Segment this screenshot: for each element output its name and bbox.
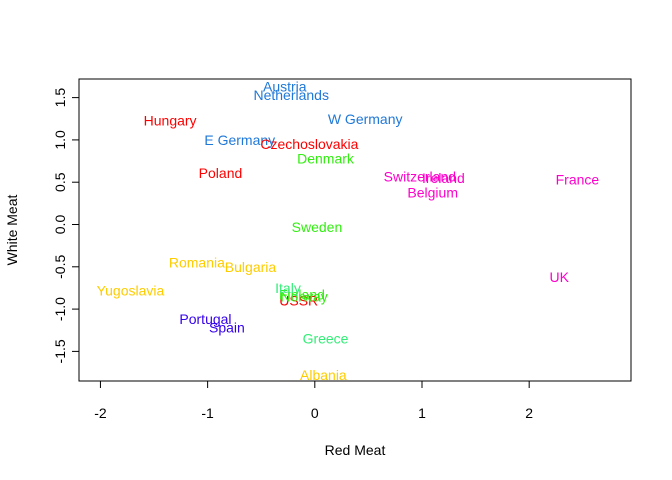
point-label-italy: Italy [275, 280, 301, 296]
point-label-switzerland: Switzerland [384, 168, 456, 184]
y-axis: -1.5 -1.0 -0.5 0.0 0.5 1.0 1.5 [52, 88, 80, 363]
point-label-czechoslovakia: Czechoslovakia [260, 136, 358, 152]
point-label-greece: Greece [303, 331, 349, 347]
point-label-romania: Romania [169, 255, 225, 271]
point-label-denmark: Denmark [297, 151, 355, 167]
point-label-austria: Austria [263, 79, 307, 95]
point-label-bulgaria: Bulgaria [225, 259, 277, 275]
x-tick-label: 1 [418, 405, 426, 421]
x-tick-label: -2 [94, 405, 107, 421]
point-label-yugoslavia: Yugoslavia [97, 282, 165, 298]
point-label-france: France [556, 172, 600, 188]
point-label-e-germany: E Germany [204, 132, 275, 148]
x-tick-label: -1 [201, 405, 214, 421]
point-label-netherlands: Netherlands [253, 87, 329, 103]
point-label-ussr: USSR [279, 293, 318, 309]
point-label-ireland: Ireland [422, 170, 465, 186]
point-label-hungary: Hungary [144, 112, 197, 128]
x-axis-label: Red Meat [325, 442, 386, 458]
y-tick-label: 0.0 [52, 215, 68, 235]
point-label-poland: Poland [199, 165, 243, 181]
x-tick-label: 2 [525, 405, 533, 421]
x-tick-label: 0 [311, 405, 319, 421]
y-tick-label: -0.5 [52, 255, 68, 279]
y-tick-label: 0.5 [52, 172, 68, 192]
point-label-norway: Norway [280, 288, 327, 304]
point-label-albania: Albania [300, 367, 347, 383]
point-label-finland: Finland [279, 287, 325, 303]
point-label-spain: Spain [209, 320, 245, 336]
point-label-sweden: Sweden [292, 219, 343, 235]
point-label-uk: UK [549, 269, 569, 285]
y-axis-label: White Meat [4, 194, 20, 265]
y-tick-label: -1.0 [52, 297, 68, 321]
y-tick-label: 1.0 [52, 130, 68, 150]
point-label-portugal: Portugal [179, 311, 231, 327]
point-label-belgium: Belgium [407, 184, 458, 200]
y-tick-label: -1.5 [52, 339, 68, 363]
x-axis: -2 -1 0 1 2 [94, 380, 533, 421]
y-tick-label: 1.5 [52, 88, 68, 108]
point-label-w-germany: W Germany [328, 111, 403, 127]
